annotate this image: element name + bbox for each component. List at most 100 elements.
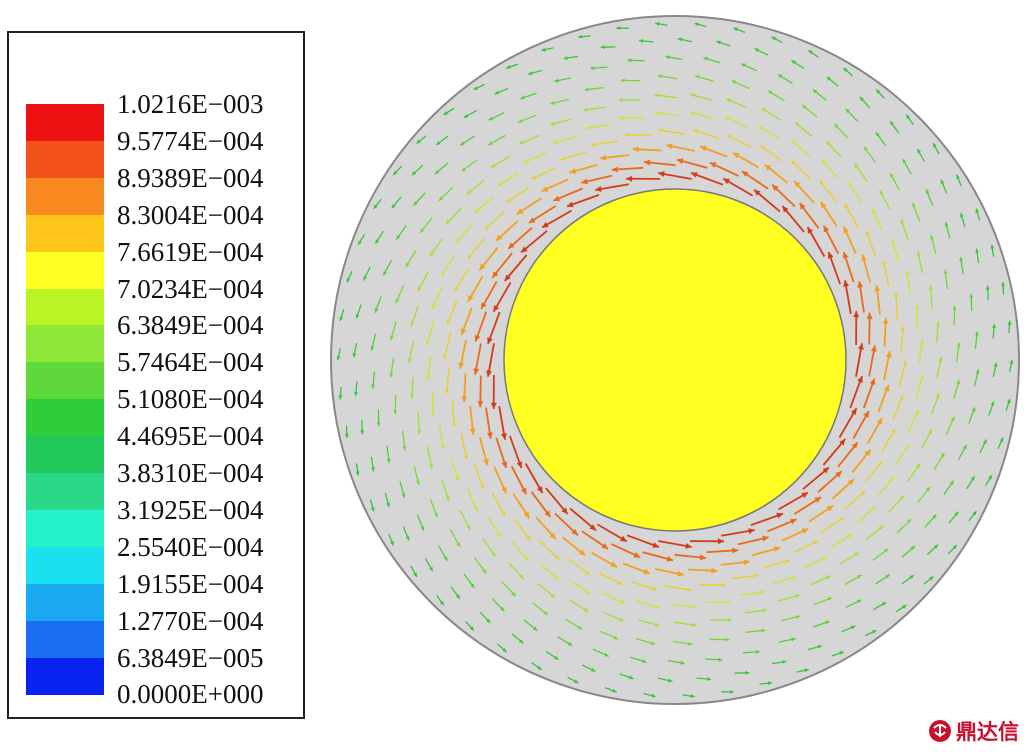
vector-arrowhead <box>754 189 761 196</box>
vector-arrowhead <box>391 204 396 209</box>
vector-arrowhead <box>789 518 797 525</box>
vector-arrowhead <box>620 78 625 83</box>
vector-arrowhead <box>799 203 806 210</box>
vector-arrowhead <box>626 175 633 182</box>
vector-arrowhead <box>480 484 485 490</box>
vector-arrowhead <box>627 58 632 63</box>
vector-arrowhead <box>885 574 890 579</box>
vector-arrowhead <box>732 547 739 554</box>
vector-arrowhead <box>872 208 876 214</box>
vector-arrowhead <box>782 660 787 664</box>
velocity-vector <box>820 517 844 533</box>
vector-arrowhead <box>583 107 588 112</box>
velocity-vector <box>455 224 473 244</box>
vector-arrowhead <box>827 252 834 259</box>
vector-arrowhead <box>827 597 833 601</box>
vector-arrowhead <box>396 235 401 240</box>
vector-arrowhead <box>857 376 863 383</box>
vector-arrowhead <box>417 430 422 435</box>
vector-arrowhead <box>390 335 394 341</box>
velocity-vector <box>689 111 714 120</box>
vector-arrowhead <box>658 171 665 177</box>
vector-arrowhead <box>822 467 829 474</box>
vector-arrowhead <box>882 317 889 324</box>
vector-arrowhead <box>909 575 914 580</box>
velocity-vector <box>844 203 859 228</box>
vector-arrowhead <box>795 122 800 127</box>
vector-arrowhead <box>776 512 783 519</box>
vector-arrowhead <box>733 27 738 32</box>
vector-arrowhead <box>850 408 857 415</box>
vector-arrowhead <box>835 471 842 478</box>
vector-arrowhead <box>354 392 358 397</box>
vector-arrowhead <box>550 121 555 126</box>
velocity-vector <box>451 400 455 428</box>
vector-arrowhead <box>899 496 904 501</box>
vector-arrowhead <box>935 393 940 398</box>
vector-arrowhead <box>990 244 995 249</box>
vector-arrowhead <box>612 688 617 693</box>
vector-arrowhead <box>928 429 932 434</box>
vector-arrowhead <box>436 140 441 145</box>
vector-arrowhead <box>685 543 692 549</box>
vector-arrowhead <box>899 395 904 400</box>
vector-arrowhead <box>754 48 759 53</box>
vector-arrowhead <box>445 389 449 394</box>
vector-arrowhead <box>613 635 619 640</box>
vector-arrowhead <box>578 34 583 39</box>
vector-arrowhead <box>804 668 809 673</box>
vector-arrowhead <box>668 678 673 683</box>
vector-arrowhead <box>928 285 933 290</box>
vector-arrowhead <box>885 351 892 358</box>
vector-arrowhead <box>430 411 435 416</box>
vector-arrowhead <box>906 519 912 524</box>
vector-arrowhead <box>726 600 731 605</box>
vector-arrowhead <box>610 561 617 568</box>
vector-arrowhead <box>355 314 360 319</box>
vector-arrowhead <box>571 529 578 536</box>
vector-arrowhead <box>466 525 471 531</box>
vector-arrowhead <box>890 238 895 243</box>
vector-arrowhead <box>528 217 536 223</box>
vector-arrowhead <box>466 190 472 195</box>
vector-arrowhead <box>521 246 528 253</box>
vector-arrowhead <box>726 98 731 103</box>
vector-arrowhead <box>872 630 877 634</box>
vector-arrowhead <box>506 198 511 203</box>
vector-arrowhead <box>691 622 696 627</box>
vector-arrowhead <box>882 260 887 265</box>
vector-arrowhead <box>944 222 949 227</box>
vector-arrowhead <box>452 423 456 428</box>
vector-arrowhead <box>542 221 549 228</box>
vector-arrowhead <box>972 511 977 516</box>
vector-arrowhead <box>443 556 448 561</box>
vector-arrowhead <box>826 76 831 81</box>
velocity-vector <box>602 592 626 604</box>
vector-arrowhead <box>638 39 643 43</box>
vector-arrowhead <box>352 353 357 358</box>
vector-arrowhead <box>691 172 698 178</box>
vector-arrowhead <box>567 201 574 208</box>
vector-arrowhead <box>952 305 957 310</box>
vector-arrowhead <box>375 239 380 244</box>
vector-arrowhead <box>550 593 555 598</box>
vector-arrowhead <box>497 533 502 538</box>
vector-arrowhead <box>410 322 415 327</box>
vector-arrowhead <box>643 159 651 166</box>
vector-arrowhead <box>554 555 559 560</box>
vector-arrowhead <box>336 355 341 361</box>
legend-swatch <box>26 620 104 658</box>
vector-arrowhead <box>519 639 524 644</box>
vector-arrowhead <box>929 576 934 581</box>
vector-arrowhead <box>904 444 909 449</box>
vector-arrowhead <box>879 189 884 195</box>
vector-arrowhead <box>912 202 916 208</box>
vector-arrowhead <box>520 95 525 100</box>
vector-arrowhead <box>857 575 862 579</box>
vector-arrowhead <box>446 219 451 224</box>
velocity-vector <box>466 237 486 260</box>
vector-arrowhead <box>486 432 493 439</box>
vector-arrowhead <box>463 455 468 460</box>
legend-tick-label: 9.5774E−004 <box>117 125 264 156</box>
vector-arrowhead <box>691 605 696 609</box>
